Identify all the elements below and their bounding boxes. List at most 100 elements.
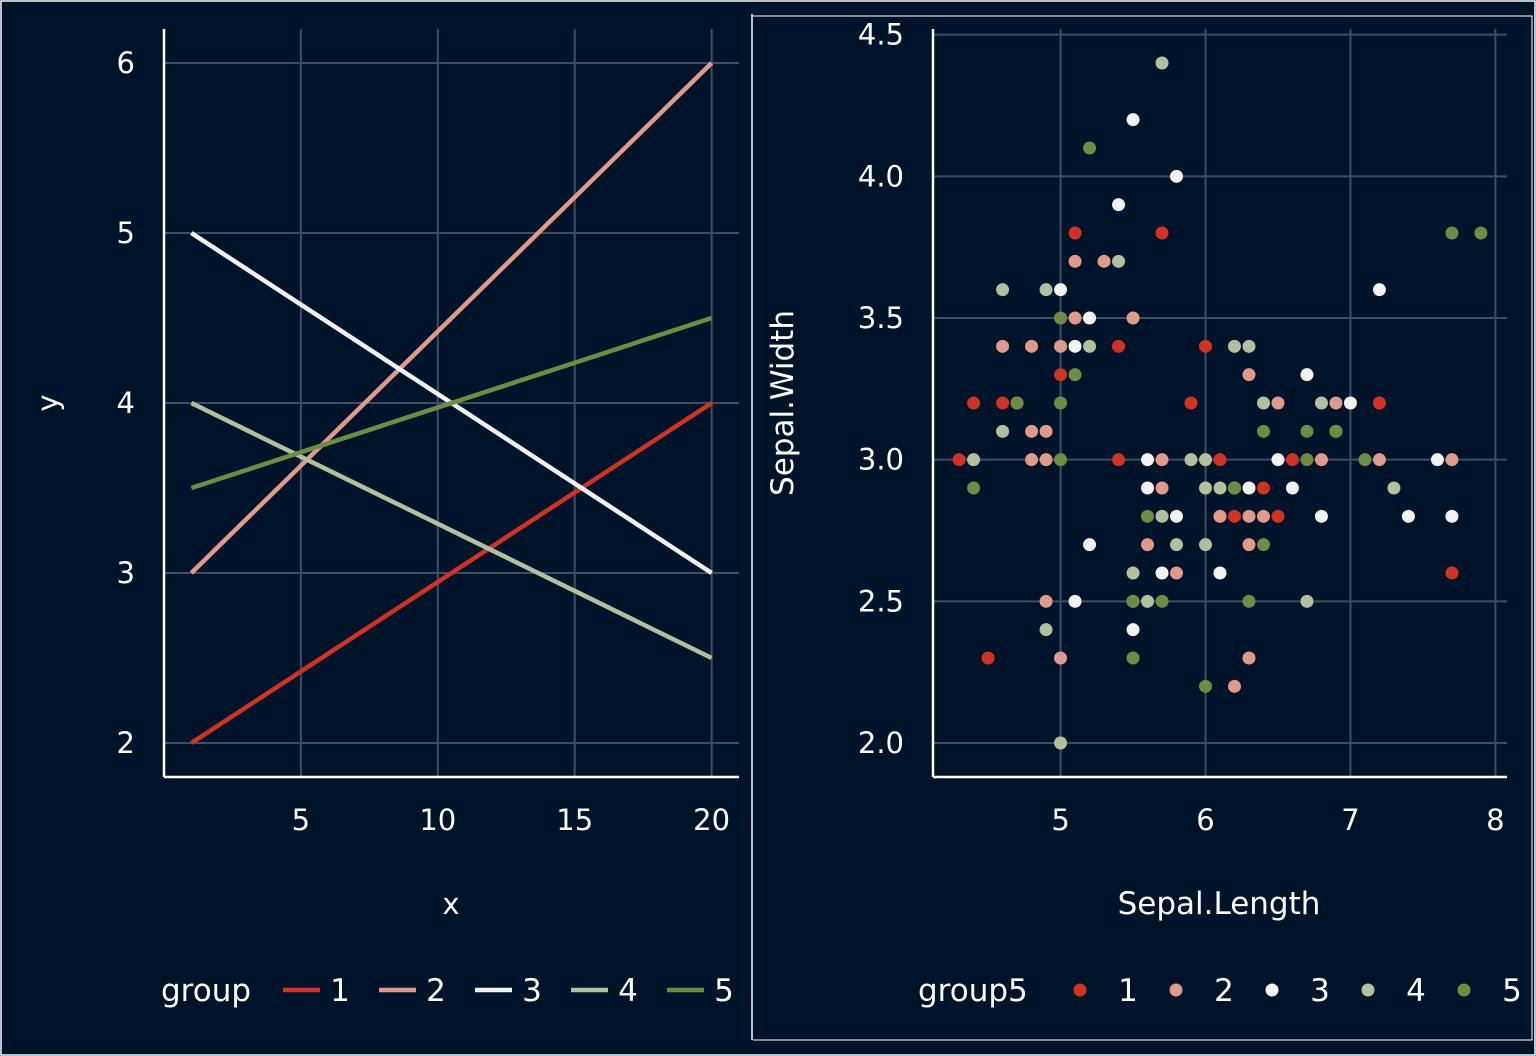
scatter-point-group-2: [1271, 396, 1285, 410]
left-x-tick-label: 15: [556, 803, 593, 837]
scatter-point-group-4: [967, 453, 981, 467]
scatter-point-group-2: [1126, 311, 1140, 325]
scatter-point-group-1: [1199, 339, 1213, 353]
scatter-point-group-2: [1039, 453, 1053, 467]
scatter-point-group-1: [1256, 481, 1270, 495]
scatter-point-group-1: [1112, 339, 1126, 353]
scatter-point-group-3: [1141, 481, 1155, 495]
scatter-point-group-1: [1271, 509, 1285, 523]
right-legend-key-2: [1169, 983, 1183, 997]
left-y-tick-label: 6: [117, 46, 135, 80]
scatter-point-group-2: [1256, 509, 1270, 523]
right-x-axis-title: Sepal.Length: [1118, 886, 1321, 922]
scatter-point-group-5: [1054, 311, 1068, 325]
scatter-point-group-1: [1445, 566, 1459, 580]
scatter-point-group-2: [1170, 566, 1184, 580]
scatter-point-group-3: [1343, 396, 1357, 410]
scatter-point-group-4: [1199, 481, 1213, 495]
scatter-point-group-2: [1445, 453, 1459, 467]
left-legend: group 1 2 3 4 5: [161, 973, 734, 1009]
scatter-point-group-4: [1039, 623, 1053, 637]
left-legend-label-2: 2: [426, 973, 446, 1009]
right-legend-label-4: 4: [1406, 973, 1426, 1009]
scatter-point-group-1: [1054, 368, 1068, 382]
scatter-point-group-5: [1474, 226, 1488, 240]
scatter-point-group-5: [967, 481, 981, 495]
scatter-point-group-5: [1358, 453, 1372, 467]
right-x-tick-label: 7: [1341, 803, 1359, 837]
scatter-point-group-2: [1025, 339, 1039, 353]
left-y-tick-label: 2: [117, 726, 135, 760]
right-legend-title: group5: [918, 973, 1028, 1009]
scatter-point-group-3: [1126, 623, 1140, 637]
scatter-point-group-4: [1227, 339, 1241, 353]
right-legend-label-5: 5: [1502, 973, 1522, 1009]
scatter-point-group-2: [1155, 453, 1169, 467]
left-y-tick-label: 5: [117, 216, 135, 250]
right-y-tick-label: 2.5: [858, 584, 904, 618]
scatter-point-group-3: [1083, 311, 1097, 325]
scatter-point-group-5: [1054, 453, 1068, 467]
scatter-point-group-3: [1213, 566, 1227, 580]
left-x-tick-label: 5: [292, 803, 310, 837]
scatter-point-group-4: [1213, 481, 1227, 495]
scatter-point-group-2: [1314, 453, 1328, 467]
scatter-point-group-4: [1314, 396, 1328, 410]
left-legend-label-4: 4: [618, 973, 638, 1009]
right-y-tick-label: 2.0: [858, 726, 904, 760]
scatter-point-group-4: [996, 424, 1010, 438]
scatter-point-group-4: [1184, 453, 1198, 467]
scatter-point-group-1: [1213, 453, 1227, 467]
right-y-tick-label: 3.0: [858, 443, 904, 477]
left-legend-title: group: [161, 973, 251, 1009]
right-panel-frame: [753, 15, 1533, 1041]
right-y-tick-label: 4.5: [858, 18, 904, 52]
scatter-point-group-2: [1242, 368, 1256, 382]
scatter-point-group-1: [1155, 226, 1169, 240]
scatter-point-group-3: [1285, 481, 1299, 495]
scatter-point-group-3: [1054, 283, 1068, 297]
scatter-chart: 5 6 7 8 2.0 2.5 3.0 3.5 4.0 4.5 Sepal.Length Sepa…: [765, 18, 1522, 1009]
right-points: [952, 56, 1488, 750]
right-y-axis-title: Sepal.Width: [765, 310, 801, 496]
scatter-point-group-2: [1141, 538, 1155, 552]
scatter-point-group-4: [1083, 339, 1097, 353]
scatter-point-group-5: [1054, 396, 1068, 410]
scatter-point-group-3: [1083, 538, 1097, 552]
scatter-point-group-5: [1256, 424, 1270, 438]
right-tick-labels: 5 6 7 8 2.0 2.5 3.0 3.5 4.0 4.5: [858, 18, 1505, 837]
scatter-point-group-5: [1242, 594, 1256, 608]
scatter-point-group-3: [1068, 594, 1082, 608]
scatter-point-group-3: [1430, 453, 1444, 467]
scatter-point-group-2: [1242, 651, 1256, 665]
scatter-point-group-2: [1227, 679, 1241, 693]
scatter-point-group-5: [1141, 509, 1155, 523]
scatter-point-group-3: [1271, 453, 1285, 467]
scatter-point-group-2: [1025, 424, 1039, 438]
scatter-point-group-4: [1054, 736, 1068, 750]
scatter-point-group-4: [1242, 339, 1256, 353]
right-y-tick-label: 3.5: [858, 301, 904, 335]
scatter-point-group-2: [1155, 481, 1169, 495]
left-legend-label-5: 5: [714, 973, 734, 1009]
scatter-point-group-5: [1445, 226, 1459, 240]
scatter-point-group-4: [1141, 594, 1155, 608]
right-legend-key-1: [1073, 983, 1087, 997]
scatter-point-group-4: [1039, 283, 1053, 297]
scatter-point-group-2: [996, 339, 1010, 353]
scatter-point-group-4: [1126, 566, 1140, 580]
scatter-point-group-3: [1242, 481, 1256, 495]
right-legend: group5 1 2 3 4 5: [918, 973, 1522, 1009]
scatter-point-group-5: [1300, 424, 1314, 438]
scatter-point-group-1: [1112, 453, 1126, 467]
right-legend-key-4: [1361, 983, 1375, 997]
scatter-point-group-2: [1213, 509, 1227, 523]
scatter-point-group-3: [1445, 509, 1459, 523]
scatter-point-group-5: [1227, 481, 1241, 495]
scatter-point-group-1: [967, 396, 981, 410]
scatter-point-group-5: [1126, 651, 1140, 665]
left-x-tick-label: 10: [419, 803, 456, 837]
left-y-tick-label: 4: [117, 386, 135, 420]
scatter-point-group-4: [1199, 538, 1213, 552]
line-chart: 5 10 15 20 2 3 4 5 6 x y group 1 2 3 4 5: [31, 29, 739, 1009]
